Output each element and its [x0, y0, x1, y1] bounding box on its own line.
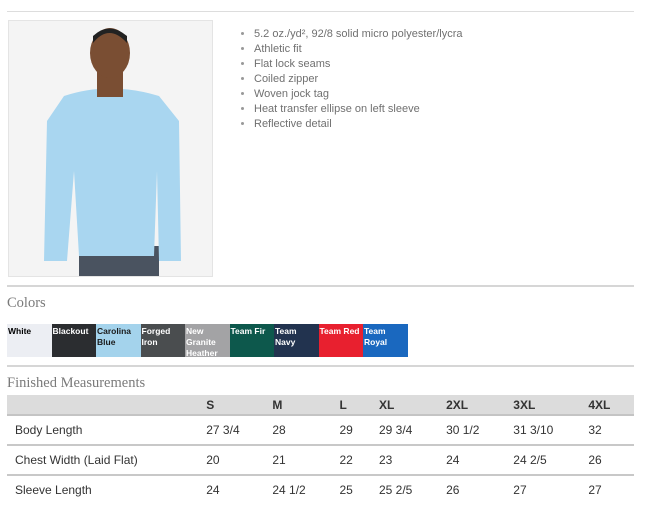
size-header: S [206, 395, 273, 416]
color-swatch[interactable]: Blackout [51, 324, 96, 357]
size-header: XL [378, 395, 447, 416]
measurement-cell: 26 [446, 483, 460, 497]
color-swatch[interactable]: Team Royal [363, 324, 408, 357]
row-label: Body Length [7, 415, 207, 446]
feature-item: Flat lock seams [254, 57, 462, 72]
measurement-cell: 24 [206, 483, 220, 497]
measurements-heading: Finished Measurements [7, 375, 146, 391]
product-photo [8, 20, 213, 277]
measurement-cell: 25 [339, 483, 353, 497]
colors-heading: Colors [7, 295, 46, 311]
color-swatch[interactable]: Team Fir [229, 324, 274, 357]
measurement-cell: 27 [513, 483, 527, 497]
size-header: 4XL [588, 395, 634, 416]
measurement-cell: 24 2/5 [513, 445, 589, 476]
row-label: Sleeve Length [15, 483, 92, 497]
measurement-cell: 23 [378, 445, 447, 476]
color-swatch[interactable]: Carolina Blue [96, 324, 141, 357]
measurement-cell: 22 [339, 445, 379, 476]
size-header [7, 395, 207, 416]
measurement-cell: 30 1/2 [446, 415, 514, 446]
divider [7, 365, 634, 367]
measurement-cell: 26 [588, 445, 634, 476]
feature-list: 5.2 oz./yd², 92/8 solid micro polyester/… [242, 27, 462, 132]
row-label: Chest Width (Laid Flat) [7, 445, 207, 476]
color-swatch[interactable]: Team Red [318, 324, 363, 357]
measurement-cell: 25 2/5 [378, 483, 413, 497]
measurement-cell: 29 3/4 [378, 415, 447, 446]
color-swatch[interactable]: Forged Iron [140, 324, 185, 357]
measurement-cell: 28 [272, 415, 340, 446]
measurement-cell: 29 [339, 415, 379, 446]
color-swatches: White Blackout Carolina Blue Forged Iron New… [7, 324, 408, 357]
table-row: Chest Width (Laid Flat) 20 21 22 23 24 24 2/5 2… [7, 445, 634, 476]
measurement-cell: 24 1/2 [272, 483, 306, 497]
measurement-cell: 27 3/4 [206, 415, 273, 446]
measurement-cell: 21 [272, 445, 340, 476]
feature-item: Woven jock tag [254, 87, 462, 102]
size-header: 2XL [446, 395, 514, 416]
color-swatch[interactable]: Team Navy [274, 324, 319, 357]
measurement-cell: 27 [588, 483, 602, 497]
feature-item: Coiled zipper [254, 72, 462, 87]
measurement-cell: 32 [588, 415, 634, 446]
size-header: 3XL [513, 395, 589, 416]
divider [7, 285, 634, 287]
feature-item: 5.2 oz./yd², 92/8 solid micro polyester/… [254, 27, 462, 42]
feature-item: Reflective detail [254, 117, 462, 132]
size-header: L [339, 395, 379, 416]
measurement-cell: 20 [206, 445, 273, 476]
table-row: Sleeve Length 24 24 1/2 25 25 2/5 26 27 27 [7, 475, 634, 504]
feature-item: Heat transfer ellipse on left sleeve [254, 102, 462, 117]
color-swatch[interactable]: White [7, 324, 52, 357]
measurements-table: S M L XL 2XL 3XL 4XL Body Length 27 3/4 28 29 29 3… [7, 395, 634, 504]
table-row: Body Length 27 3/4 28 29 29 3/4 30 1/2 31 3/10… [7, 415, 634, 446]
top-divider [7, 11, 634, 12]
measurement-cell: 24 [446, 445, 514, 476]
table-header: S M L XL 2XL 3XL 4XL [7, 395, 634, 416]
color-swatch[interactable]: New Granite Heather [185, 324, 230, 357]
feature-item: Athletic fit [254, 42, 462, 57]
size-header: M [272, 395, 340, 416]
measurement-cell: 31 3/10 [513, 415, 589, 446]
